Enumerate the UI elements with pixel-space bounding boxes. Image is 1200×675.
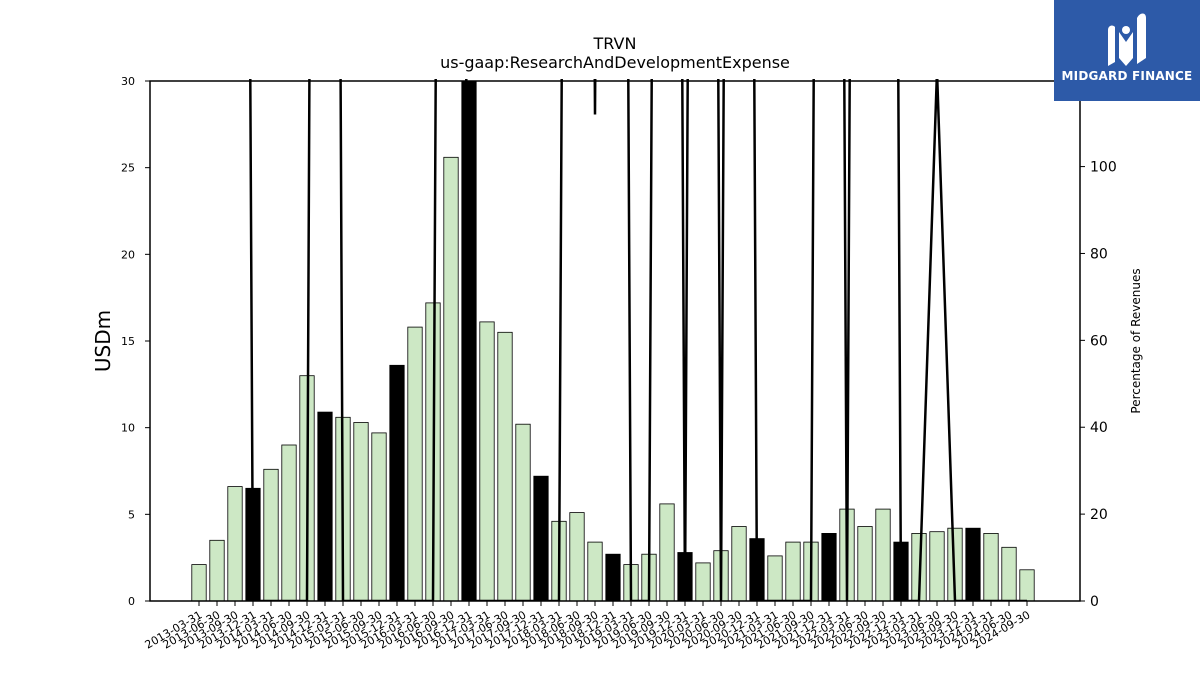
bar-2020-09-30 bbox=[731, 526, 747, 602]
bar-2017-03-31 bbox=[479, 321, 495, 602]
bar-2022-09-30 bbox=[875, 508, 891, 602]
bar-2021-06-30 bbox=[785, 541, 801, 602]
bar-2016-09-30 bbox=[443, 156, 459, 602]
y2-tick-label: 60 bbox=[1090, 333, 1108, 349]
y-axis-label: USDm bbox=[91, 310, 115, 372]
bar-2013-09-30 bbox=[227, 486, 243, 602]
y-tick-label: 20 bbox=[121, 248, 135, 261]
bar-series bbox=[191, 80, 1035, 602]
y-tick-label: 5 bbox=[128, 508, 135, 521]
y-tick-label: 0 bbox=[128, 595, 135, 608]
bar-2015-12-31 bbox=[389, 364, 405, 602]
bar-2015-09-30 bbox=[371, 432, 387, 602]
bar-2023-12-31 bbox=[965, 527, 981, 602]
y2-tick-label: 0 bbox=[1090, 594, 1099, 610]
bar-2014-03-31 bbox=[263, 468, 279, 602]
y-tick-label: 25 bbox=[121, 162, 135, 175]
y2-tick-label: 40 bbox=[1090, 420, 1108, 436]
bar-2020-03-31 bbox=[695, 562, 711, 602]
bar-2017-06-30 bbox=[497, 331, 513, 602]
bar-2018-09-30 bbox=[587, 541, 603, 602]
bar-2017-12-31 bbox=[533, 475, 549, 602]
chart-subtitle: us-gaap:ResearchAndDevelopmentExpense bbox=[440, 53, 790, 72]
bar-2024-03-31 bbox=[983, 533, 999, 602]
y-tick-label: 30 bbox=[121, 75, 135, 88]
logo-mark-icon bbox=[1108, 13, 1146, 66]
y2-axis-label: Percentage of Revenues bbox=[1129, 268, 1143, 413]
bar-2018-12-31 bbox=[605, 553, 621, 602]
axes: 0510152025300204060801002013-03-312013-0… bbox=[121, 75, 1117, 652]
bar-2015-06-30 bbox=[353, 422, 369, 602]
y2-tick-label: 100 bbox=[1090, 160, 1117, 176]
y-tick-label: 10 bbox=[121, 422, 135, 435]
bar-2018-06-30 bbox=[569, 512, 585, 602]
bar-2021-12-31 bbox=[821, 533, 837, 602]
bar-2019-09-30 bbox=[659, 503, 675, 602]
bar-2013-06-30 bbox=[209, 539, 225, 602]
y2-tick-label: 20 bbox=[1090, 507, 1108, 523]
bar-2017-09-30 bbox=[515, 423, 531, 602]
bar-2024-09-30 bbox=[1019, 569, 1035, 602]
y-tick-label: 15 bbox=[121, 335, 135, 348]
bar-2022-06-30 bbox=[857, 526, 873, 602]
bar-2014-06-30 bbox=[281, 444, 297, 602]
bar-2024-06-30 bbox=[1001, 546, 1017, 602]
midgard-finance-logo: MIDGARD FINANCE bbox=[1054, 0, 1200, 101]
bar-2016-03-31 bbox=[407, 326, 423, 602]
brand-name: MIDGARD FINANCE bbox=[1061, 69, 1193, 83]
chart-title: TRVN bbox=[593, 34, 637, 53]
bar-2013-03-31 bbox=[191, 564, 207, 602]
bar-2021-03-31 bbox=[767, 555, 783, 602]
bar-2014-12-31 bbox=[317, 411, 333, 602]
y2-tick-label: 80 bbox=[1090, 246, 1108, 262]
bar-2023-06-30 bbox=[929, 531, 945, 602]
